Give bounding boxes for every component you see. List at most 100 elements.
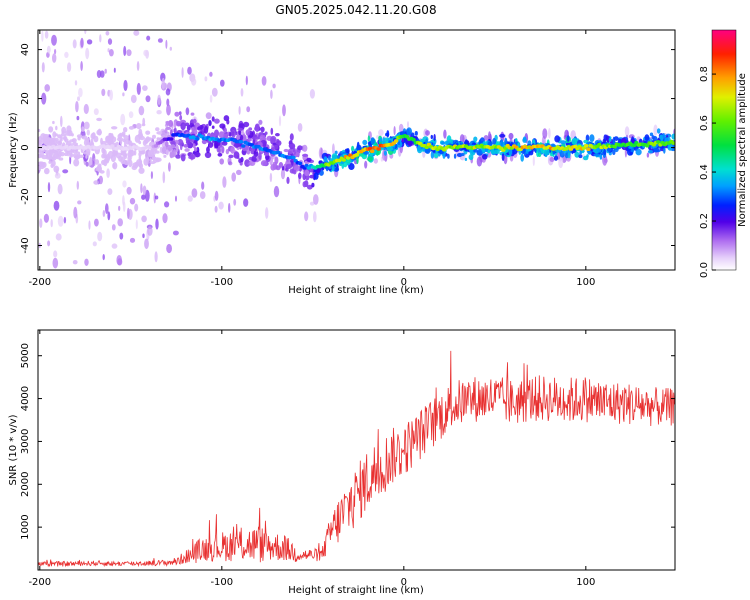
heatmap-ridge-cell: [183, 144, 189, 148]
heatmap-ridge-cell: [638, 138, 643, 144]
heatmap-noise-cell: [76, 115, 80, 121]
snr-series: [38, 350, 675, 568]
heatmap-ridge-core: [147, 146, 152, 150]
heatmap-ridge-cell: [214, 129, 219, 137]
heatmap-noise-cell: [123, 45, 127, 57]
y-tick-label: 40: [20, 43, 31, 56]
heatmap-noise-cell: [209, 94, 213, 103]
heatmap-ridge-cell: [55, 125, 58, 131]
heatmap-ridge-cell: [126, 138, 129, 145]
heatmap-noise-cell: [150, 171, 153, 180]
heatmap-noise-cell: [113, 67, 116, 73]
heatmap-ridge-cell: [153, 147, 157, 155]
heatmap-ridge-cell: [442, 152, 446, 159]
heatmap-noise-cell: [236, 169, 242, 176]
heatmap-ridge-cell: [90, 138, 94, 145]
heatmap-ridge-cell: [323, 156, 328, 165]
heatmap-noise-cell: [143, 49, 149, 57]
heatmap-ridge-cell: [221, 141, 228, 146]
heatmap-ridge-cell: [58, 150, 62, 158]
heatmap-ridge-cell: [70, 133, 74, 137]
heatmap-ridge-cell: [204, 151, 212, 159]
heatmap-ridge-cell: [219, 158, 224, 165]
heatmap-noise-cell: [240, 88, 244, 97]
heatmap-ridge-cell: [152, 134, 156, 139]
heatmap-ridge-cell: [194, 147, 198, 152]
heatmap-ridge-cell: [155, 150, 160, 154]
heatmap-ridge-core: [394, 139, 399, 143]
heatmap-ridge-cell: [240, 156, 244, 163]
heatmap-noise-cell: [88, 220, 91, 230]
heatmap-ridge-cell: [493, 149, 500, 155]
heatmap-ridge-core: [64, 144, 69, 149]
heatmap-noise-cell: [85, 47, 90, 60]
heatmap-ridge-cell: [145, 136, 151, 143]
heatmap-ridge-cell: [231, 131, 235, 136]
heatmap-ridge-cell: [48, 160, 52, 164]
heatmap-ridge-core: [276, 150, 281, 155]
heatmap-ridge-cell: [589, 134, 595, 143]
heatmap-ridge-cell: [184, 122, 190, 127]
heatmap-ridge-cell: [185, 140, 191, 145]
heatmap-noise-cell: [140, 183, 143, 194]
heatmap-ridge-cell: [386, 146, 393, 152]
heatmap-ridge-cell: [173, 121, 177, 129]
heatmap-ridge-core: [354, 153, 360, 157]
heatmap-noise-cell: [272, 83, 276, 89]
heatmap-noise-cell: [407, 121, 409, 129]
heatmap-noise-cell: [105, 31, 110, 36]
heatmap-ridge-cell: [98, 163, 102, 168]
heatmap-noise-cell: [119, 232, 124, 240]
heatmap-noise-cell: [153, 192, 156, 204]
heatmap-noise-cell: [378, 129, 384, 137]
heatmap-ridge-cell: [578, 154, 583, 159]
heatmap-ridge-cell: [165, 120, 170, 126]
heatmap-noise-cell: [175, 195, 177, 202]
colorbar: 0.0 0.2 0.4 0.6 0.8 Normalized spectral ampl…: [699, 29, 748, 278]
spectrogram-y-axis-label: Frequency (Hz): [8, 112, 19, 188]
heatmap-noise-cell: [157, 38, 163, 43]
heatmap-ridge-cell: [585, 134, 590, 142]
snr-line: [38, 350, 675, 568]
heatmap-ridge-cell: [289, 133, 294, 141]
figure-title: GN05.2025.042.11.20.G08: [275, 3, 436, 17]
heatmap-noise-cell: [233, 198, 237, 206]
heatmap-ridge-cell: [318, 160, 323, 164]
heatmap-ridge-cell: [201, 139, 207, 145]
heatmap-noise-cell: [106, 168, 110, 179]
heatmap-noise-cell: [162, 213, 168, 224]
heatmap-ridge-cell: [81, 126, 85, 132]
heatmap-noise-cell: [154, 251, 158, 263]
heatmap-noise-cell: [94, 218, 99, 227]
heatmap-noise-cell: [130, 94, 137, 104]
heatmap-ridge-cell: [101, 159, 106, 166]
heatmap-noise-cell: [166, 243, 173, 254]
heatmap-ridge-cell: [190, 112, 195, 116]
heatmap-noise-cell: [459, 134, 465, 144]
heatmap-ridge-cell: [223, 127, 228, 134]
heatmap-noise-cell: [297, 123, 303, 132]
snr-y-axis-label: SNR (10 * v/v): [8, 414, 19, 485]
heatmap-noise-cell: [243, 198, 249, 207]
heatmap-ridge-cell: [83, 121, 90, 130]
heatmap-ridge-cell: [554, 135, 561, 143]
heatmap-noise-cell: [84, 258, 89, 266]
heatmap-ridge-core: [345, 156, 351, 160]
heatmap-ridge-cell: [39, 161, 45, 167]
heatmap-ridge-cell: [662, 133, 665, 138]
heatmap-ridge-cell: [397, 140, 401, 146]
heatmap-noise-cell: [425, 130, 430, 136]
heatmap-ridge-core: [376, 147, 381, 151]
heatmap-noise-cell: [129, 237, 136, 243]
heatmap-ridge-cell: [468, 154, 474, 161]
heatmap-noise-cell: [80, 37, 84, 48]
heatmap-ridge-cell: [140, 163, 143, 169]
spectrogram-x-axis-label: Height of straight line (km): [288, 285, 424, 296]
heatmap-noise-cell: [41, 30, 44, 42]
heatmap-noise-cell: [136, 82, 141, 95]
heatmap-ridge-cell: [571, 137, 578, 146]
heatmap-ridge-cell: [296, 152, 300, 157]
heatmap-noise-cell: [214, 190, 219, 201]
heatmap-noise-cell: [98, 175, 104, 185]
heatmap-ridge-cell: [118, 155, 123, 162]
